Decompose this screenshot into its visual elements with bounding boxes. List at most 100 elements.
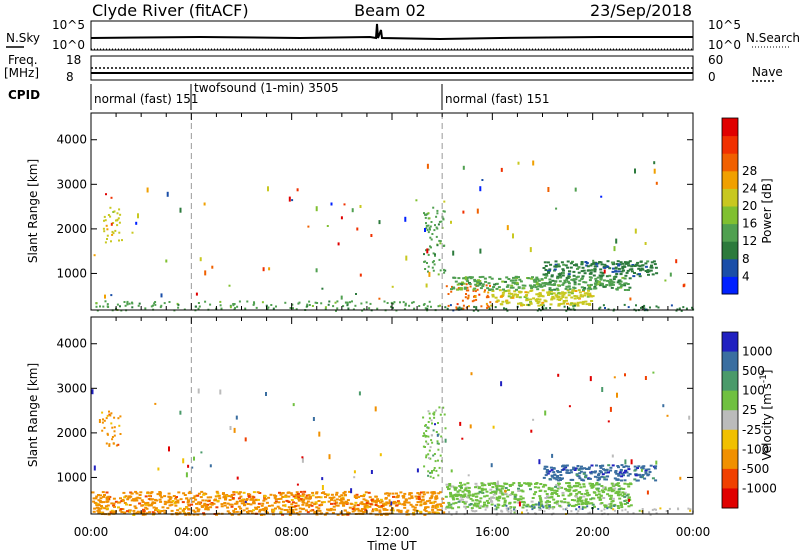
- echo-cell: [576, 304, 580, 307]
- echo-cell: [601, 387, 604, 392]
- echo-cell: [573, 499, 577, 502]
- echo-cell: [429, 471, 432, 474]
- echo-cell: [131, 231, 134, 234]
- echo-cell: [264, 498, 268, 501]
- echo-cell: [455, 306, 458, 309]
- echo-cell: [393, 301, 396, 304]
- echo-cell: [252, 502, 256, 505]
- echo-cell: [455, 307, 458, 310]
- echo-cell: [570, 292, 574, 295]
- echo-cell: [590, 300, 594, 302]
- echo-cell: [121, 239, 123, 242]
- echo-cell: [284, 494, 288, 497]
- echo-cell: [427, 248, 430, 251]
- echo-cell: [501, 280, 505, 283]
- echo-cell: [520, 489, 524, 492]
- echo-cell: [638, 273, 641, 276]
- echo-cell: [469, 285, 472, 288]
- echo-cell: [431, 504, 435, 507]
- echo-cell: [350, 488, 353, 494]
- echo-cell: [576, 482, 580, 485]
- echo-cell: [525, 303, 529, 306]
- echo-cell: [515, 277, 518, 280]
- echo-cell: [463, 287, 467, 290]
- echo-cell: [296, 492, 300, 495]
- echo-cell: [474, 486, 477, 489]
- echo-cell: [608, 267, 612, 270]
- echo-cell: [312, 417, 315, 421]
- echo-cell: [627, 496, 631, 499]
- colorbar-tick-label: 12: [742, 234, 757, 248]
- echo-cell: [403, 501, 407, 504]
- echo-cell: [573, 303, 576, 306]
- echo-cell: [641, 510, 644, 513]
- echo-cell: [104, 300, 107, 303]
- echo-cell: [597, 474, 600, 476]
- echo-cell: [457, 277, 461, 280]
- echo-cell: [165, 259, 168, 263]
- echo-cell: [557, 296, 560, 299]
- echo-cell: [570, 278, 574, 281]
- colorbar-segment: [722, 241, 738, 260]
- echo-cell: [608, 274, 612, 277]
- echo-cell: [389, 509, 393, 512]
- echo-cell: [123, 511, 127, 514]
- echo-cell: [616, 482, 620, 485]
- echo-cell: [249, 503, 253, 506]
- echo-cell: [541, 301, 545, 304]
- echo-cell: [95, 302, 98, 305]
- echo-cell: [564, 287, 568, 290]
- echo-cell: [91, 389, 94, 395]
- echo-cell: [119, 213, 122, 216]
- echo-cell: [356, 227, 359, 231]
- echo-cell: [515, 288, 518, 291]
- echo-cell: [506, 225, 509, 231]
- echo-cell: [430, 419, 433, 422]
- echo-cell: [580, 503, 584, 506]
- echo-cell: [496, 299, 500, 302]
- echo-cell: [197, 302, 200, 304]
- echo-cell: [653, 161, 656, 165]
- echo-cell: [330, 497, 334, 499]
- echo-cell: [427, 270, 429, 273]
- echo-cell: [150, 498, 153, 501]
- echo-cell: [449, 506, 453, 509]
- echo-cell: [617, 263, 621, 266]
- echo-cell: [103, 219, 105, 222]
- echo-cell: [123, 496, 127, 499]
- echo-cell: [192, 513, 196, 516]
- echo-cell: [429, 225, 432, 228]
- echo-cell: [132, 512, 136, 515]
- echo-cell: [308, 495, 312, 498]
- colorbar-frame: [721, 117, 739, 295]
- echo-cell: [611, 484, 615, 487]
- echo-cell: [614, 266, 618, 269]
- echo-cell: [274, 507, 277, 510]
- echo-cell: [324, 308, 327, 311]
- echo-cell: [615, 263, 619, 265]
- colorbar-segment: [722, 170, 738, 189]
- echo-cell: [581, 295, 584, 298]
- echo-cell: [545, 273, 549, 276]
- echo-cell: [202, 493, 206, 496]
- echo-cell: [316, 509, 320, 512]
- echo-cell: [510, 509, 513, 512]
- echo-cell: [569, 478, 573, 481]
- echo-cell: [94, 497, 98, 500]
- echo-cell: [197, 388, 200, 394]
- echo-cell: [475, 306, 478, 309]
- echo-cell: [633, 465, 637, 468]
- echo-cell: [596, 280, 599, 283]
- echo-cell: [566, 289, 570, 292]
- echo-cell: [452, 502, 456, 505]
- echo-cell: [537, 506, 541, 509]
- echo-cell: [628, 498, 630, 502]
- echo-cell: [495, 300, 499, 303]
- echo-cell: [296, 504, 300, 507]
- echo-cell: [364, 499, 368, 502]
- echo-cell: [403, 504, 407, 506]
- echo-cell: [492, 493, 496, 496]
- echo-cell: [262, 499, 266, 502]
- echo-cell: [491, 491, 495, 493]
- echo-cell: [379, 513, 383, 516]
